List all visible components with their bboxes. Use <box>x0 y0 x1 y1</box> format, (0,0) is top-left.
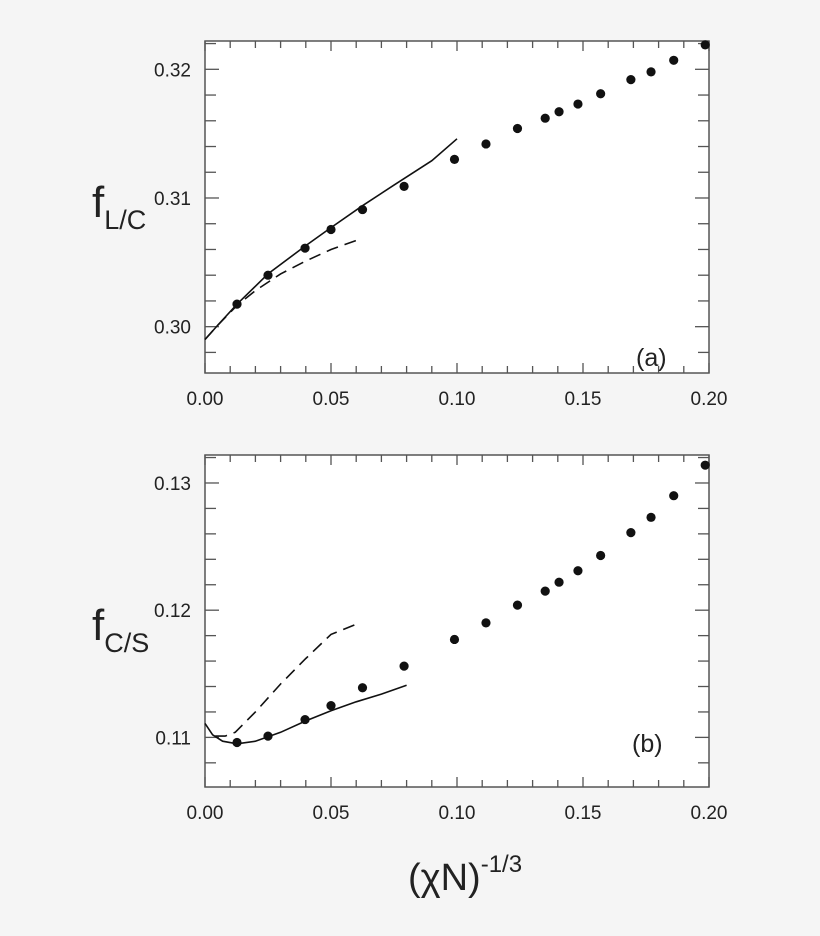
data-point <box>481 139 491 149</box>
data-point <box>481 618 491 628</box>
data-point <box>326 224 336 235</box>
x-tick-label: 0.15 <box>565 389 602 410</box>
data-point <box>232 299 242 309</box>
x-axis-label: (χN)-1/3 <box>408 851 522 899</box>
data-point <box>357 204 368 215</box>
data-point <box>300 243 310 253</box>
data-point <box>263 731 273 741</box>
panel-b-ylabel: fC/S <box>92 601 149 658</box>
x-tick-label: 0.10 <box>439 389 476 410</box>
data-point <box>626 527 636 538</box>
x-tick-label: 0.20 <box>691 389 728 410</box>
y-tick-label: 0.30 <box>154 318 191 339</box>
data-point <box>357 683 368 693</box>
panel-a-ticks: 0.00 0.05 0.10 0.15 0.20 0.30 0.31 0.32 <box>154 41 727 410</box>
data-point <box>300 714 310 725</box>
data-point <box>326 700 336 711</box>
data-point <box>573 99 583 109</box>
panel-a-plot-area <box>204 40 710 374</box>
panel-a-curves <box>204 138 458 341</box>
data-point <box>669 55 679 65</box>
data-point <box>554 577 564 587</box>
panel-b-ticks: 0.00 0.05 0.10 0.15 0.20 0.11 0.12 0.13 <box>154 455 727 824</box>
data-point <box>399 181 409 192</box>
y-tick-label: 0.32 <box>154 60 191 81</box>
y-tick-label: 0.13 <box>154 474 191 495</box>
y-tick-label: 0.12 <box>154 601 191 622</box>
x-tick-label: 0.15 <box>565 803 602 824</box>
data-point <box>596 89 606 99</box>
x-tick-label: 0.05 <box>313 389 350 410</box>
data-point <box>540 113 550 123</box>
data-point <box>626 75 636 85</box>
panel-b-points <box>232 460 710 748</box>
data-point <box>646 67 656 77</box>
x-tick-label: 0.20 <box>691 803 728 824</box>
data-point <box>540 586 550 596</box>
data-point <box>512 123 523 134</box>
data-point <box>700 40 710 50</box>
data-point <box>596 550 606 561</box>
data-point <box>263 270 273 280</box>
data-point <box>399 661 409 671</box>
data-point <box>700 460 710 470</box>
y-tick-label: 0.11 <box>155 728 191 749</box>
panel-b-plot-area <box>204 454 710 788</box>
data-point <box>449 634 460 645</box>
x-tick-label: 0.05 <box>313 803 350 824</box>
data-point <box>232 737 242 748</box>
panel-b-plot: 0.00 0.05 0.10 0.15 0.20 0.11 0.12 0.13 (b) fC/… <box>92 454 727 824</box>
solid-curve <box>204 684 407 745</box>
dashed-curve <box>204 239 357 341</box>
x-tick-label: 0.10 <box>439 803 476 824</box>
data-point <box>573 566 583 576</box>
data-point <box>512 600 523 610</box>
panel-a-points <box>232 40 710 309</box>
dashed-curve <box>215 623 357 737</box>
x-tick-label: 0.00 <box>187 389 224 410</box>
x-tick-label: 0.00 <box>187 803 224 824</box>
y-tick-label: 0.31 <box>154 189 191 210</box>
panel-a-ylabel: fL/C <box>92 178 146 235</box>
solid-curve <box>204 138 458 341</box>
panel-b-curves <box>204 623 407 745</box>
data-point <box>449 154 460 164</box>
data-point <box>669 491 679 501</box>
data-point <box>646 512 656 522</box>
panel-a-plot: 0.00 0.05 0.10 0.15 0.20 0.30 0.31 0.32 (a) fL/… <box>92 40 727 410</box>
panel-a-tag: (a) <box>636 344 667 372</box>
data-point <box>554 107 564 117</box>
panel-b-tag: (b) <box>632 730 663 758</box>
